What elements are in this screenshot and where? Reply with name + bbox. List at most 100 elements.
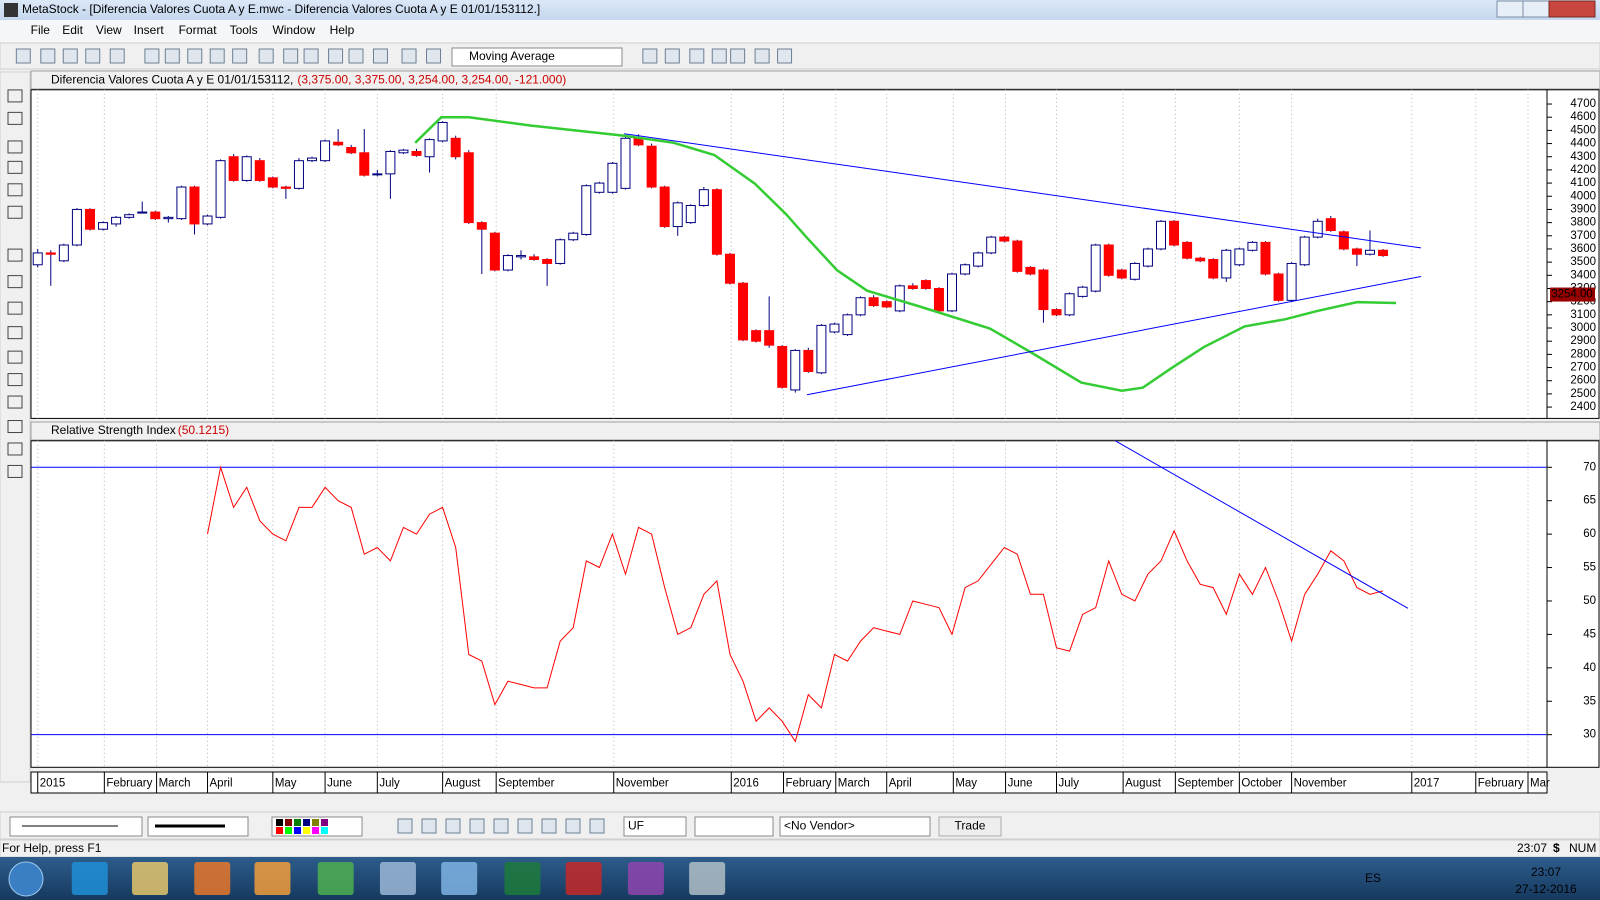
candle-body xyxy=(659,186,670,228)
candle-body xyxy=(581,185,592,235)
bottom-tool[interactable] xyxy=(541,818,557,834)
y-tick-label: 2600 xyxy=(1570,375,1596,387)
drawing-tool[interactable] xyxy=(7,301,23,315)
candle-body xyxy=(555,239,566,264)
drawing-tool[interactable] xyxy=(7,350,23,364)
indicator-dropdown[interactable] xyxy=(451,47,623,67)
toolbar-button[interactable] xyxy=(426,48,442,64)
drawing-tool[interactable] xyxy=(7,275,23,289)
bottom-tool[interactable] xyxy=(421,818,437,834)
menu-item[interactable]: View xyxy=(96,23,122,37)
candle-body xyxy=(1221,249,1232,279)
drawing-tool[interactable] xyxy=(7,111,23,125)
period-dropdown[interactable] xyxy=(694,816,774,837)
drawing-tool[interactable] xyxy=(7,395,23,409)
candle-body xyxy=(1051,309,1062,316)
toolbar-button[interactable] xyxy=(711,48,727,64)
candle-body xyxy=(1378,249,1389,257)
title-bar xyxy=(0,0,1600,20)
toolbar-button[interactable] xyxy=(642,48,658,64)
bottom-tool[interactable] xyxy=(397,818,413,834)
drawing-tool[interactable] xyxy=(7,205,23,219)
menu-item[interactable]: Tools xyxy=(230,23,258,37)
drawing-tool[interactable] xyxy=(7,442,23,456)
y-tick-label: 30 xyxy=(1583,729,1596,741)
taskbar-app[interactable] xyxy=(317,862,354,895)
toolbar-button[interactable] xyxy=(730,48,746,64)
drawing-tool[interactable] xyxy=(7,140,23,154)
bottom-tool[interactable] xyxy=(445,818,461,834)
taskbar-app[interactable] xyxy=(627,862,664,895)
bottom-tool[interactable] xyxy=(517,818,533,834)
bottom-tool[interactable] xyxy=(565,818,581,834)
drawing-tool[interactable] xyxy=(7,420,23,434)
y-tick-label: 3000 xyxy=(1570,322,1596,334)
symbol-box[interactable] xyxy=(623,816,687,837)
toolbar-button[interactable] xyxy=(754,48,770,64)
drawing-tool[interactable] xyxy=(7,89,23,103)
drawing-tool[interactable] xyxy=(7,373,23,387)
moving-average xyxy=(414,115,1397,392)
toolbar-button[interactable] xyxy=(372,48,388,64)
taskbar-app[interactable] xyxy=(565,862,602,895)
date-axis xyxy=(30,771,1548,794)
toolbar-button[interactable] xyxy=(187,48,203,64)
menu-item[interactable]: Edit xyxy=(62,23,83,37)
menu-item[interactable]: Window xyxy=(272,23,315,37)
menu-item[interactable]: Help xyxy=(330,23,355,37)
drawing-tool[interactable] xyxy=(7,248,23,262)
candle-body xyxy=(1325,218,1336,232)
drawing-tool[interactable] xyxy=(7,326,23,340)
taskbar-app[interactable] xyxy=(379,862,416,895)
last-price-label: 3254.00 xyxy=(1551,289,1593,301)
close-button[interactable] xyxy=(1548,0,1596,18)
maximize-button[interactable] xyxy=(1522,0,1550,18)
toolbar-button[interactable] xyxy=(144,48,160,64)
toolbar-button[interactable] xyxy=(777,48,793,64)
bottom-tool[interactable] xyxy=(589,818,605,834)
taskbar-app[interactable] xyxy=(132,862,168,895)
taskbar-app[interactable] xyxy=(504,862,541,895)
candle-body xyxy=(724,253,735,284)
minimize-button[interactable] xyxy=(1496,0,1524,18)
start-button[interactable] xyxy=(8,861,44,897)
menu-item[interactable]: Format xyxy=(179,23,218,37)
toolbar-button[interactable] xyxy=(109,48,125,64)
toolbar-button[interactable] xyxy=(303,48,319,64)
toolbar-button[interactable] xyxy=(328,48,344,64)
bottom-tool[interactable] xyxy=(469,818,485,834)
price-plot xyxy=(30,89,1548,419)
toolbar-button[interactable] xyxy=(232,48,248,64)
drawing-tool[interactable] xyxy=(7,160,23,174)
drawing-tool[interactable] xyxy=(7,183,23,197)
candle-body xyxy=(71,208,82,246)
toolbar-button[interactable] xyxy=(164,48,180,64)
toolbar-button[interactable] xyxy=(258,48,274,64)
toolbar-button[interactable] xyxy=(664,48,680,64)
trade-button[interactable] xyxy=(938,816,1002,837)
toolbar-button[interactable] xyxy=(85,48,101,64)
toolbar-button[interactable] xyxy=(62,48,78,64)
candle-body xyxy=(1038,269,1049,311)
toolbar-button[interactable] xyxy=(689,48,705,64)
toolbar-button[interactable] xyxy=(348,48,364,64)
taskbar-app[interactable] xyxy=(194,862,231,895)
toolbar-button[interactable] xyxy=(15,48,31,64)
taskbar xyxy=(0,857,1600,900)
palette-swatch xyxy=(294,827,301,834)
menu-item[interactable]: Insert xyxy=(134,23,165,37)
toolbar-button[interactable] xyxy=(209,48,225,64)
y-tick-label: 4300 xyxy=(1570,151,1596,163)
taskbar-app[interactable] xyxy=(254,862,291,895)
candle-body xyxy=(98,222,109,230)
toolbar-button[interactable] xyxy=(401,48,417,64)
taskbar-app[interactable] xyxy=(689,862,726,895)
bottom-tool[interactable] xyxy=(493,818,509,834)
menu-item[interactable]: File xyxy=(31,23,51,37)
toolbar-button[interactable] xyxy=(283,48,299,64)
vendor-dropdown[interactable] xyxy=(779,816,931,837)
taskbar-app[interactable] xyxy=(441,862,478,895)
taskbar-app[interactable] xyxy=(71,862,108,895)
drawing-tool[interactable] xyxy=(7,464,23,478)
toolbar-button[interactable] xyxy=(40,48,56,64)
